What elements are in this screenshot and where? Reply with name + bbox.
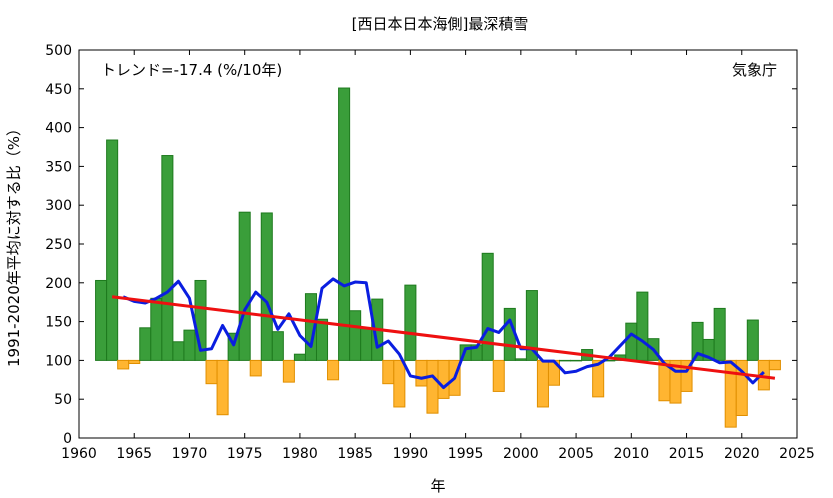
bar-2001 bbox=[525, 290, 538, 361]
x-axis-title: 年 bbox=[430, 477, 445, 495]
bar-1999 bbox=[503, 307, 516, 361]
bar-2004 bbox=[559, 359, 572, 362]
x-tick-label-1960: 1960 bbox=[61, 446, 97, 462]
bar-2007 bbox=[592, 359, 605, 398]
bar-1978 bbox=[271, 331, 284, 361]
bar-1977 bbox=[260, 212, 273, 361]
bar-1991 bbox=[415, 359, 428, 387]
bar-1965 bbox=[128, 359, 141, 365]
bar-1992 bbox=[426, 359, 439, 414]
x-tick-label-2000: 2000 bbox=[503, 446, 539, 462]
y-tick-label-200: 200 bbox=[45, 276, 72, 292]
bar-1964 bbox=[117, 359, 130, 370]
bar-1980 bbox=[293, 353, 306, 361]
bar-1972 bbox=[205, 359, 218, 385]
x-tick-label-1980: 1980 bbox=[282, 446, 318, 462]
bar-2019 bbox=[724, 359, 737, 428]
x-tick-label-2010: 2010 bbox=[613, 446, 649, 462]
y-tick-label-400: 400 bbox=[45, 121, 72, 137]
bar-2010 bbox=[625, 322, 638, 361]
y-axis-title: 1991-2020年平均に対する比（%） bbox=[5, 121, 23, 367]
bar-1982 bbox=[315, 318, 329, 361]
bar-1962 bbox=[95, 279, 108, 361]
bar-1998 bbox=[492, 359, 505, 392]
trend-annotation: トレンド=-17.4 (%/10年) bbox=[101, 61, 282, 79]
bar-1968 bbox=[161, 155, 174, 361]
bar-2021 bbox=[746, 319, 759, 361]
bar-2011 bbox=[636, 291, 649, 361]
bar-1990 bbox=[404, 284, 417, 361]
bar-1983 bbox=[327, 359, 340, 381]
x-tick-label-2020: 2020 bbox=[724, 446, 760, 462]
bar-2023 bbox=[768, 359, 781, 371]
x-tick-label-2025: 2025 bbox=[779, 446, 815, 462]
bar-2018 bbox=[713, 307, 726, 361]
x-tick-label-2015: 2015 bbox=[669, 446, 705, 462]
bar-1975 bbox=[238, 211, 251, 361]
bar-1979 bbox=[282, 359, 295, 383]
source-label: 気象庁 bbox=[732, 61, 777, 79]
bar-1963 bbox=[106, 139, 119, 361]
bar-1993 bbox=[437, 359, 450, 399]
bar-1984 bbox=[338, 87, 351, 361]
y-tick-label-0: 0 bbox=[63, 431, 72, 447]
y-tick-label-450: 450 bbox=[45, 82, 72, 98]
x-tick-label-1985: 1985 bbox=[337, 446, 373, 462]
y-tick-label-350: 350 bbox=[45, 159, 72, 175]
trend-line bbox=[111, 295, 776, 380]
bar-1976 bbox=[249, 359, 262, 377]
bar-2020 bbox=[735, 359, 748, 416]
bar-1967 bbox=[150, 297, 163, 361]
bar-1966 bbox=[139, 327, 152, 361]
x-tick-label-1995: 1995 bbox=[448, 446, 484, 462]
bar-1989 bbox=[393, 359, 406, 408]
bar-2000 bbox=[514, 358, 527, 361]
x-tick-label-2005: 2005 bbox=[558, 446, 594, 462]
y-tick-label-150: 150 bbox=[45, 315, 72, 331]
x-tick-label-1970: 1970 bbox=[172, 446, 208, 462]
bar-2002 bbox=[536, 359, 549, 408]
y-tick-label-100: 100 bbox=[45, 353, 72, 369]
chart-title: [西日本日本海側]最深積雪 bbox=[352, 15, 529, 33]
x-tick-label-1965: 1965 bbox=[116, 446, 152, 462]
y-tick-label-300: 300 bbox=[45, 198, 72, 214]
bar-1988 bbox=[382, 359, 395, 385]
x-tick-label-1990: 1990 bbox=[393, 446, 429, 462]
bar-2015 bbox=[680, 359, 693, 392]
bar-1997 bbox=[481, 252, 494, 361]
x-tick-label-1975: 1975 bbox=[227, 446, 263, 462]
moving-average-line bbox=[122, 277, 765, 390]
bar-2005 bbox=[570, 359, 583, 362]
bar-1973 bbox=[216, 359, 229, 416]
bar-1969 bbox=[172, 341, 185, 361]
y-tick-label-250: 250 bbox=[45, 237, 72, 253]
y-tick-label-500: 500 bbox=[45, 43, 72, 59]
bar-1985 bbox=[349, 310, 362, 361]
bar-1986 bbox=[360, 328, 373, 361]
bar-1970 bbox=[183, 329, 196, 361]
y-tick-label-50: 50 bbox=[54, 392, 72, 408]
